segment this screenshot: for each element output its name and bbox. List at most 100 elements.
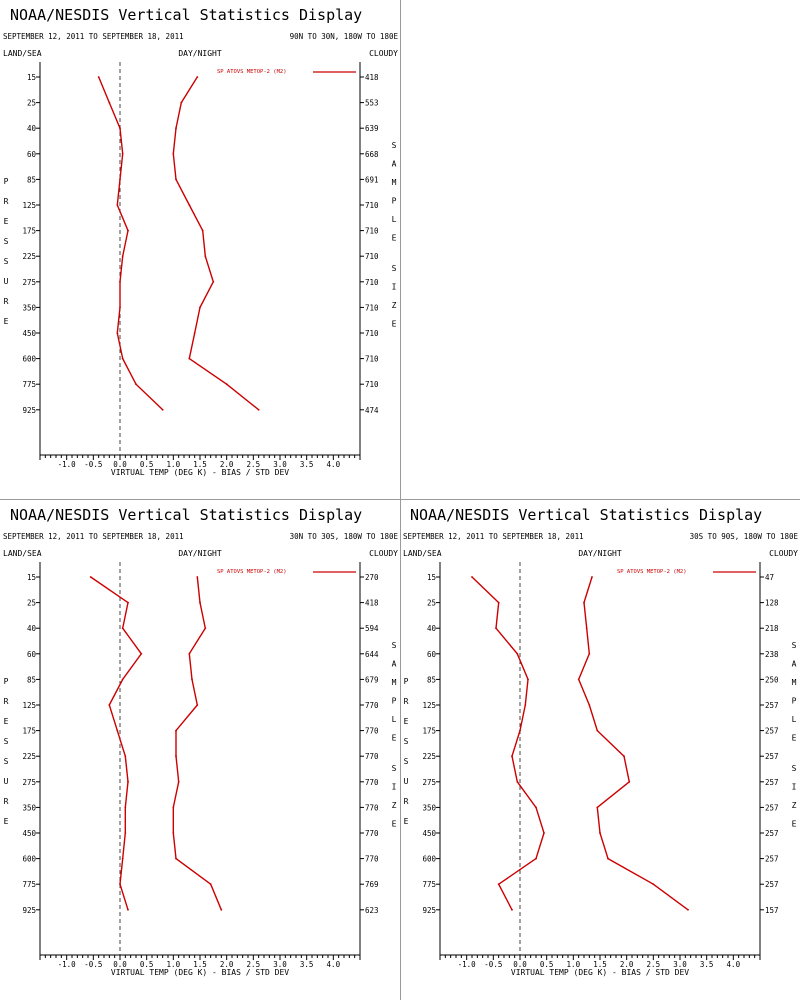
sample-size-label: 770 <box>365 829 379 838</box>
pressure-level-label: 175 <box>22 727 36 736</box>
std-dev-point <box>191 678 193 681</box>
x-tick-label: -0.5 <box>84 460 102 469</box>
pressure-level-label: 125 <box>22 701 36 710</box>
pressure-level-label: 925 <box>422 906 436 915</box>
sample-size-label: 474 <box>365 406 379 415</box>
pressure-level-label: 125 <box>22 201 36 210</box>
std-dev-point <box>577 678 580 681</box>
day-night-header: DAY/NIGHT <box>178 549 222 558</box>
panel-divider-vertical <box>400 0 401 1000</box>
x-tick-label: -1.0 <box>458 960 477 969</box>
pressure-level-label: 15 <box>27 573 36 582</box>
std-dev-point <box>172 806 175 809</box>
x-tick-label: 3.5 <box>300 960 314 969</box>
x-tick-label: 2.5 <box>247 460 261 469</box>
cloudy-header: CLOUDY <box>369 49 398 58</box>
bias-point <box>543 832 545 834</box>
pressure-level-label: 125 <box>422 701 436 710</box>
std-dev-point <box>607 857 609 860</box>
x-tick-label: 0.5 <box>140 460 154 469</box>
std-dev-point <box>585 627 588 630</box>
sample-size-label: 770 <box>365 778 379 787</box>
pressure-level-label: 15 <box>427 573 436 582</box>
sample-size-label: 644 <box>365 650 379 659</box>
bias-point <box>519 729 521 732</box>
pressure-level-label: 85 <box>27 175 36 184</box>
sample-size-label: 710 <box>365 278 379 287</box>
sample-size-label: 238 <box>765 650 779 659</box>
date-range: SEPTEMBER 12, 2011 TO SEPTEMBER 18, 2011 <box>3 532 184 541</box>
region-label: 90N TO 30N, 180W TO 180E <box>290 32 399 41</box>
bias-point <box>511 908 513 911</box>
pressure-level-label: 775 <box>22 880 36 889</box>
std-dev-point <box>583 601 585 604</box>
pressure-level-label: 600 <box>22 855 36 864</box>
x-tick-label: 1.5 <box>193 960 207 969</box>
bias-point <box>121 357 124 360</box>
std-dev-point <box>628 780 631 783</box>
date-range: SEPTEMBER 12, 2011 TO SEPTEMBER 18, 2011 <box>403 532 584 541</box>
date-range: SEPTEMBER 12, 2011 TO SEPTEMBER 18, 2011 <box>3 32 184 41</box>
std-dev-point <box>204 255 207 258</box>
bias-point <box>524 704 527 706</box>
pressure-level-label: 275 <box>422 778 436 787</box>
region-label: 30S TO 90S, 180W TO 180E <box>690 532 799 541</box>
std-dev-point <box>588 652 591 655</box>
bias-point <box>135 383 137 386</box>
pressure-level-label: 925 <box>22 906 36 915</box>
std-dev-point <box>199 306 201 309</box>
sample-size-label: 594 <box>365 624 379 633</box>
x-tick-label: 0.0 <box>513 960 527 969</box>
pressure-level-label: 60 <box>27 150 37 159</box>
land-sea-header: LAND/SEA <box>3 549 42 558</box>
bias-point <box>108 101 111 104</box>
std-dev-point <box>193 332 196 334</box>
std-dev-point <box>623 755 625 758</box>
sample-size-label: 770 <box>365 727 379 736</box>
bias-point <box>535 857 537 860</box>
sample-size-label: 257 <box>765 701 779 710</box>
chart-title: NOAA/NESDIS Vertical Statistics Display <box>10 6 362 24</box>
sample-size-label: 257 <box>765 855 779 864</box>
x-tick-label: 1.5 <box>193 460 207 469</box>
pressure-level-label: 175 <box>422 727 436 736</box>
bias-point <box>121 857 124 860</box>
sample-size-label: 639 <box>365 124 379 133</box>
bias-point <box>121 627 124 630</box>
vertical-stats-chart: NOAA/NESDIS Vertical Statistics Display S… <box>3 506 399 977</box>
sample-size-label: 770 <box>365 803 379 812</box>
std-dev-point <box>225 383 228 386</box>
std-dev-point <box>596 729 599 732</box>
x-tick-label: 3.0 <box>273 960 287 969</box>
bias-point <box>124 806 127 809</box>
pressure-level-label: 450 <box>422 829 436 838</box>
sample-size-label: 257 <box>765 880 779 889</box>
std-dev-point <box>188 652 191 655</box>
std-dev-series-line <box>172 576 222 911</box>
bias-series-line <box>90 576 143 911</box>
bias-point <box>495 627 497 630</box>
bias-point <box>97 76 100 78</box>
sample-size-label: 710 <box>365 329 379 338</box>
std-dev-point <box>652 883 655 886</box>
bias-point <box>535 806 537 809</box>
sample-size-label: 770 <box>365 855 379 864</box>
legend-label: SP ATOVS METOP-2 (M2) <box>617 569 687 575</box>
bias-point <box>471 576 473 578</box>
region-label: 30N TO 30S, 180W TO 180E <box>290 532 399 541</box>
bias-point <box>127 908 129 911</box>
x-tick-label: -1.0 <box>58 460 77 469</box>
bias-point <box>140 652 143 655</box>
pressure-level-label: 275 <box>22 278 36 287</box>
panel-divider-horizontal <box>0 499 800 500</box>
sample-size-label: 623 <box>365 906 379 915</box>
bias-point <box>127 229 129 232</box>
x-tick-label: 2.5 <box>647 960 661 969</box>
pressure-level-label: 40 <box>427 624 437 633</box>
pressure-level-label: 350 <box>422 803 436 812</box>
pressure-level-label: 600 <box>422 855 436 864</box>
sample-size-label: 270 <box>365 573 379 582</box>
bias-point <box>527 678 529 681</box>
